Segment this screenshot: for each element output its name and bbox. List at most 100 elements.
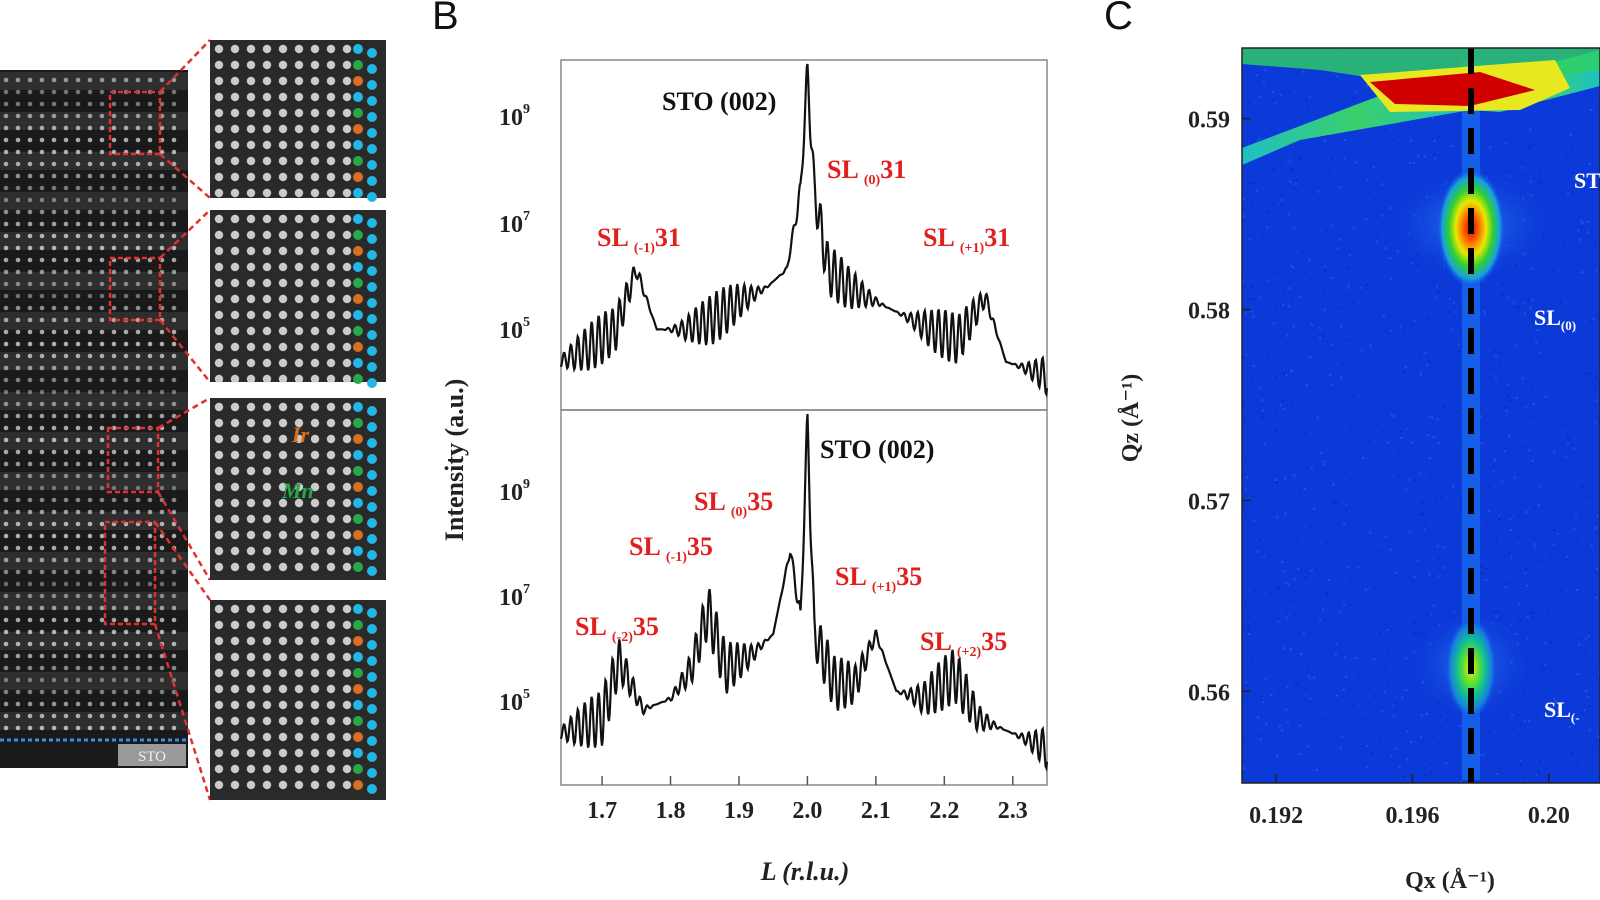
stem-atom: [135, 533, 141, 539]
stem-atom: [135, 713, 141, 719]
rsm-speckle: [1438, 557, 1441, 560]
stem-atom: [75, 329, 81, 335]
stem-atom: [159, 221, 165, 227]
atom-column: [278, 278, 288, 288]
rsm-speckle: [1423, 528, 1426, 531]
rsm-speckle: [1357, 675, 1360, 678]
rsm-speckle: [1296, 156, 1299, 159]
stem-atom: [171, 89, 177, 95]
rsm-speckle: [1338, 611, 1341, 614]
stem-atom: [15, 401, 21, 407]
atom-column: [246, 326, 256, 336]
rsm-speckle: [1495, 355, 1498, 358]
atom-column: [342, 92, 352, 102]
colored-atom: [353, 668, 363, 678]
rsm-speckle: [1492, 368, 1495, 371]
colored-atom: [353, 498, 363, 508]
rsm-speckle: [1340, 307, 1343, 310]
stem-atom: [39, 665, 45, 671]
label-slm1-35-num: 35: [687, 532, 713, 561]
atom-column: [278, 374, 288, 384]
rsm-speckle: [1487, 485, 1490, 488]
stem-atom: [87, 461, 93, 467]
stem-atom: [123, 473, 129, 479]
rsm-speckle: [1405, 689, 1408, 692]
colored-atom: [367, 502, 377, 512]
rsm-speckle: [1548, 709, 1551, 712]
stem-atom: [27, 473, 33, 479]
rsm-speckle: [1424, 781, 1427, 783]
stem-atom: [159, 209, 165, 215]
rsm-speckle: [1310, 278, 1312, 281]
stem-atom: [39, 449, 45, 455]
atom-column: [262, 732, 272, 742]
stem-atom: [135, 653, 141, 659]
atom-column: [278, 700, 288, 710]
stem-atom: [63, 641, 69, 647]
rsm-speckle: [1263, 555, 1266, 558]
rsm-speckle: [1549, 557, 1552, 559]
stem-atom: [15, 557, 21, 563]
stem-atom: [15, 605, 21, 611]
atom-column: [278, 530, 288, 540]
rsm-speckle: [1266, 226, 1269, 229]
stem-atom: [99, 665, 105, 671]
rsm-speckle: [1515, 397, 1518, 399]
stem-atom: [51, 149, 57, 155]
stem-atom: [75, 137, 81, 143]
rsm-speckle: [1384, 535, 1387, 538]
stem-atom: [15, 689, 21, 695]
stem-atom: [147, 101, 153, 107]
atom-column: [310, 466, 320, 476]
atom-column: [246, 764, 256, 774]
rsm-speckle: [1531, 298, 1534, 301]
rsm-speckle: [1260, 695, 1263, 698]
atom-column: [310, 530, 320, 540]
rsm-speckle: [1533, 543, 1536, 546]
stem-atom: [135, 641, 141, 647]
rsm-speckle: [1406, 684, 1409, 687]
stem-atom: [3, 713, 9, 719]
rsm-speckle: [1532, 402, 1535, 405]
stem-atom: [63, 437, 69, 443]
rsm-speckle: [1596, 567, 1598, 570]
stem-atom: [15, 173, 21, 179]
rsm-speckle: [1498, 767, 1501, 770]
stem-atom: [135, 437, 141, 443]
rsm-speckle: [1576, 761, 1579, 763]
stem-band: [0, 232, 188, 250]
rsm-speckle: [1566, 636, 1569, 639]
rsm-speckle: [1268, 301, 1271, 304]
stem-atom: [51, 533, 57, 539]
rsm-speckle: [1524, 568, 1527, 571]
rsm-speckle: [1431, 416, 1434, 419]
stem-atom: [15, 521, 21, 527]
rsm-speckle: [1508, 551, 1511, 554]
stem-atom: [63, 413, 69, 419]
stem-atom: [135, 497, 141, 503]
atom-column: [214, 172, 224, 182]
atom-column: [278, 246, 288, 256]
colored-atom: [353, 482, 363, 492]
rsm-speckle: [1323, 463, 1326, 466]
atom-column: [246, 450, 256, 460]
stem-atom: [171, 149, 177, 155]
rsm-speckle: [1419, 373, 1422, 376]
rsm-speckle: [1323, 139, 1326, 142]
stem-atom: [147, 233, 153, 239]
rsm-speckle: [1313, 676, 1316, 679]
stem-atom: [111, 569, 117, 575]
stem-atom: [39, 305, 45, 311]
rsm-speckle: [1345, 676, 1348, 678]
rsm-speckle: [1260, 319, 1263, 322]
atom-column: [278, 92, 288, 102]
rsm-speckle: [1524, 445, 1527, 448]
rsm-speckle: [1396, 250, 1399, 253]
rsm-speckle: [1384, 623, 1387, 626]
rsm-speckle: [1258, 96, 1261, 98]
atom-column: [326, 44, 336, 54]
stem-band: [0, 472, 188, 490]
rsm-speckle: [1585, 689, 1588, 692]
stem-atom: [15, 581, 21, 587]
rsm-speckle: [1326, 594, 1329, 597]
